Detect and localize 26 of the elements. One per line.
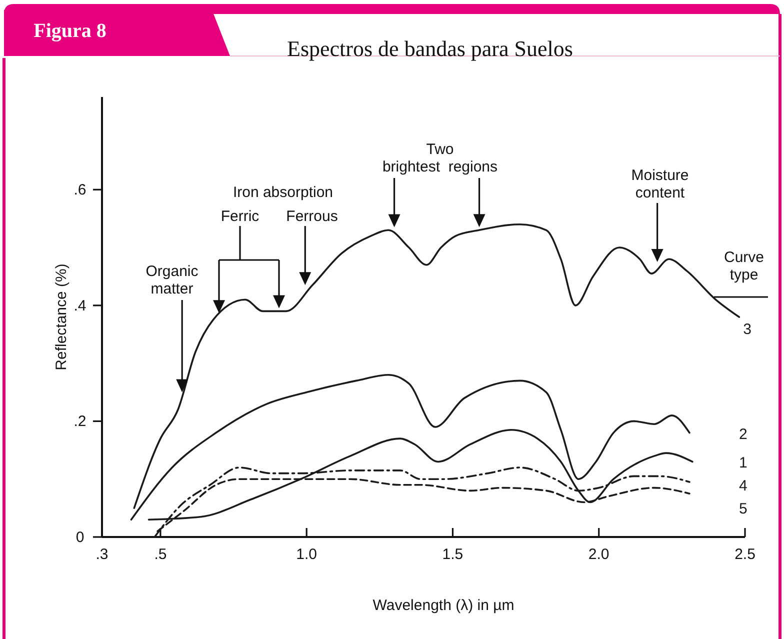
y-axis-title: Reflectance (%) (53, 264, 70, 370)
annotation: Curve type (724, 249, 764, 284)
annotation: Organic matter (146, 263, 199, 298)
y-tick-label: .4 (74, 297, 86, 314)
x-tick-label: 1.0 (296, 546, 318, 563)
series-label: 3 (743, 321, 752, 338)
text: 5 (739, 500, 748, 518)
x-tick-label: .5 (154, 546, 167, 563)
y-tick-label: .6 (74, 182, 86, 199)
annotation: Two brightest regions (382, 141, 498, 176)
chart-title: Espectros de bandas para Suelos (287, 36, 573, 61)
y-tick-label: .2 (74, 413, 86, 430)
annotation: Ferric (220, 208, 260, 225)
x-tick-label: 1.5 (442, 546, 464, 563)
annotation: Iron absorption (232, 184, 334, 201)
text: 1 (739, 454, 748, 472)
x-tick-label: .3 (96, 546, 108, 563)
annotation: Ferrous (286, 208, 338, 225)
x-axis-title: Wavelength (λ) in µm (372, 597, 514, 614)
x-tick-label: 2.5 (734, 546, 756, 563)
text: 4 (739, 478, 748, 495)
y-tick-label: 0 (76, 529, 84, 546)
text: 2 (739, 426, 748, 443)
x-tick-label: 2.0 (588, 546, 610, 563)
text: Figura 8 (34, 20, 106, 42)
annotation: Moisture content (631, 167, 689, 202)
